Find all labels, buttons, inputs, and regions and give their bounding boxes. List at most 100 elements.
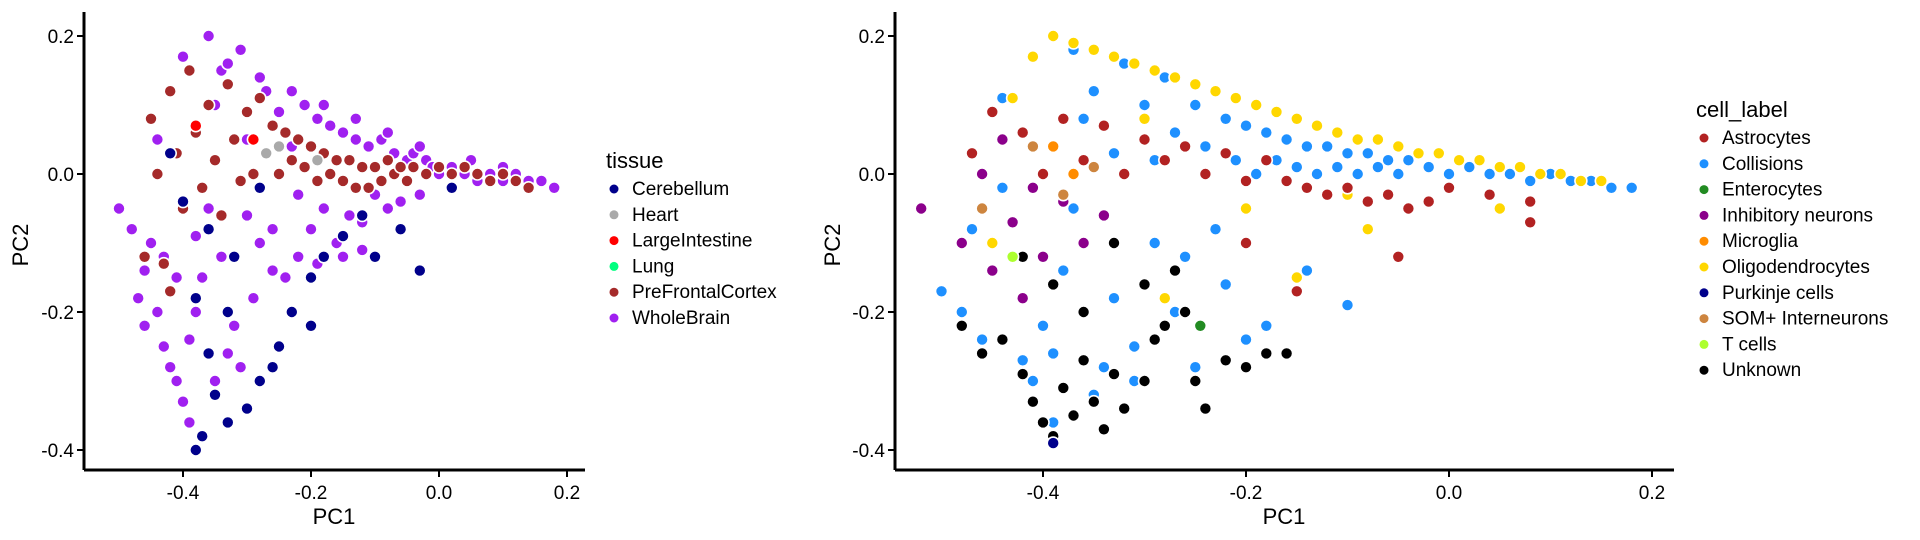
x-tick-label: -0.4 xyxy=(1027,483,1060,504)
point-oligodendrocytes xyxy=(1391,139,1406,154)
point-prefrontalcortex xyxy=(470,167,485,181)
point-microglia xyxy=(1066,167,1081,181)
legend-title: cell_label xyxy=(1696,97,1788,122)
point-oligodendrocytes xyxy=(1452,153,1466,167)
point-inhibitory-neurons xyxy=(914,201,929,216)
legend-label-t-cells: T cells xyxy=(1722,334,1777,355)
point-collisions xyxy=(1300,263,1314,278)
point-wholebrain xyxy=(291,249,306,264)
point-collisions xyxy=(1361,146,1375,161)
point-prefrontalcortex xyxy=(208,153,222,167)
point-wholebrain xyxy=(201,29,216,43)
legend-label-wholebrain: WholeBrain xyxy=(632,308,730,329)
point-unknown xyxy=(1046,277,1060,292)
point-wholebrain xyxy=(189,229,203,243)
point-unknown xyxy=(1097,422,1111,437)
legend-label-enterocytes: Enterocytes xyxy=(1722,180,1822,201)
point-wholebrain xyxy=(169,374,184,388)
point-collisions xyxy=(1208,222,1223,236)
tissue-legend: tissue Cerebellum Heart LargeIntestine Lung… xyxy=(606,148,777,329)
point-oligodendrocytes xyxy=(1158,291,1172,306)
point-wholebrain xyxy=(336,125,350,140)
point-som-interneurons xyxy=(975,201,989,216)
point-collisions xyxy=(1340,146,1355,161)
point-collisions xyxy=(1137,98,1152,112)
point-wholebrain xyxy=(304,222,318,236)
point-wholebrain xyxy=(316,98,331,112)
point-collisions xyxy=(995,181,1010,195)
point-inhibitory-neurons xyxy=(1076,236,1091,250)
y-tick-label: -0.4 xyxy=(41,441,74,462)
point-collisions xyxy=(1259,125,1274,140)
point-collisions xyxy=(1462,160,1477,174)
point-prefrontalcortex xyxy=(355,160,370,174)
point-astrocytes xyxy=(985,105,1000,119)
y-tick-label: 0.0 xyxy=(48,165,74,186)
point-prefrontalcortex xyxy=(182,63,197,78)
cell-label-legend: cell_label Astrocytes Collisions Enterocyt… xyxy=(1696,97,1888,381)
point-wholebrain xyxy=(380,125,395,140)
point-unknown xyxy=(1137,277,1152,292)
x-tick-label: 0.2 xyxy=(554,483,580,504)
point-astrocytes xyxy=(1056,112,1071,126)
point-unknown xyxy=(1178,305,1192,319)
point-oligodendrocytes xyxy=(985,236,1000,250)
point-oligodendrocytes xyxy=(1249,98,1263,112)
point-collisions xyxy=(934,284,949,299)
point-prefrontalcortex xyxy=(265,118,280,133)
point-wholebrain xyxy=(265,263,280,278)
point-prefrontalcortex xyxy=(483,174,498,188)
point-prefrontalcortex xyxy=(297,160,312,174)
point-astrocytes xyxy=(1076,153,1091,167)
point-wholebrain xyxy=(208,374,222,388)
point-prefrontalcortex xyxy=(336,174,350,188)
point-unknown xyxy=(1066,408,1081,423)
point-collisions xyxy=(1168,125,1182,140)
point-oligodendrocytes xyxy=(1533,167,1548,181)
legend-key-collisions xyxy=(1699,159,1709,169)
point-oligodendrocytes xyxy=(1290,112,1304,126)
point-prefrontalcortex xyxy=(444,167,459,181)
point-collisions xyxy=(975,332,989,347)
point-wholebrain xyxy=(163,360,177,375)
point-collisions xyxy=(1229,153,1243,167)
point-wholebrain xyxy=(361,139,376,154)
point-wholebrain xyxy=(214,249,229,264)
legend-key-prefrontalcortex xyxy=(609,287,619,297)
point-prefrontalcortex xyxy=(246,167,261,181)
point-oligodendrocytes xyxy=(1229,91,1243,105)
point-cerebellum xyxy=(393,222,408,236)
point-wholebrain xyxy=(221,56,235,71)
point-wholebrain xyxy=(137,263,152,278)
legend-key-t-cells xyxy=(1699,339,1709,349)
point-collisions xyxy=(1604,181,1619,195)
point-collisions xyxy=(1218,112,1233,126)
point-oligodendrocytes xyxy=(1574,174,1588,188)
point-collisions xyxy=(1624,181,1639,195)
point-wholebrain xyxy=(278,270,293,285)
point-collisions xyxy=(1076,112,1091,126)
point-astrocytes xyxy=(1442,181,1456,195)
y-tick-label: -0.2 xyxy=(41,303,74,324)
point-oligodendrocytes xyxy=(1350,132,1365,147)
point-oligodendrocytes xyxy=(1107,49,1121,64)
point-oligodendrocytes xyxy=(1310,118,1324,133)
point-oligodendrocytes xyxy=(1046,29,1060,43)
point-wholebrain xyxy=(182,332,197,347)
point-cerebellum xyxy=(176,194,190,209)
point-wholebrain xyxy=(176,394,190,409)
point-oligodendrocytes xyxy=(1371,132,1385,147)
point-prefrontalcortex xyxy=(432,160,446,174)
point-astrocytes xyxy=(1482,187,1497,202)
point-astrocytes xyxy=(1391,249,1406,264)
point-collisions xyxy=(1188,360,1203,375)
y-tick-label: -0.2 xyxy=(852,303,885,324)
point-unknown xyxy=(1198,401,1213,416)
point-cerebellum xyxy=(284,305,299,319)
legend-label-collisions: Collisions xyxy=(1722,154,1803,175)
point-astrocytes xyxy=(1290,284,1304,299)
point-cerebellum xyxy=(221,415,235,430)
point-cerebellum xyxy=(240,401,254,416)
point-oligodendrocytes xyxy=(1026,49,1040,64)
point-oligodendrocytes xyxy=(1513,160,1527,174)
